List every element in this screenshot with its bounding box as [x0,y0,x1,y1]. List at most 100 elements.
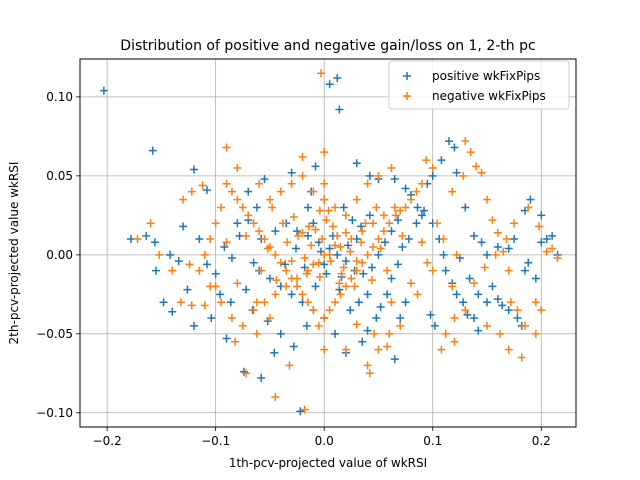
data-point [428,163,437,172]
data-point [548,244,557,253]
data-point [441,329,450,338]
data-point [357,222,366,231]
data-point [311,282,320,291]
data-point [255,227,264,236]
data-point [387,298,396,307]
series-positive [99,73,562,416]
data-point [265,314,274,323]
data-point [391,211,400,220]
data-point [328,222,337,231]
data-point [238,321,247,330]
data-point [166,250,175,259]
data-point [401,203,410,212]
data-point [320,260,329,269]
y-tick-label: 0.10 [46,90,73,104]
data-point [365,171,374,180]
data-point [383,266,392,275]
data-point [445,137,454,146]
data-point [531,298,540,307]
data-point [463,310,472,319]
data-point [155,250,164,259]
x-ticks: −0.2 −0.1 0.0 0.1 0.2 [93,427,551,448]
data-point [287,168,296,177]
data-point [374,171,383,180]
data-point [276,329,285,338]
data-point [439,235,448,244]
plot-frame [79,58,577,428]
data-point [341,282,350,291]
data-point [198,181,207,190]
data-point [270,348,279,357]
data-point [347,274,356,283]
data-point [331,203,340,212]
data-point [298,171,307,180]
data-point [542,235,551,244]
data-point [407,195,416,204]
data-point [282,282,291,291]
data-point [326,257,335,266]
data-point [383,290,392,299]
data-point [287,257,296,266]
data-point [517,353,526,362]
data-point [318,235,327,244]
data-point [325,80,334,89]
data-point [488,282,497,291]
x-tick-label: 0.0 [315,434,334,448]
data-point [206,235,215,244]
data-point [298,152,307,161]
data-point [488,216,497,225]
data-point [282,266,291,275]
data-point [217,298,226,307]
data-point [387,227,396,236]
data-point [216,290,225,299]
data-point [520,321,529,330]
data-point [491,250,500,259]
data-point [502,235,511,244]
data-point [396,206,405,215]
data-point [365,369,374,378]
data-point [428,171,437,180]
data-point [303,203,312,212]
data-point [459,298,468,307]
data-point [242,231,251,240]
data-point [238,203,247,212]
data-point [390,355,399,364]
data-point [179,222,188,231]
data-point [376,244,385,253]
data-point [548,231,557,240]
data-point [271,290,280,299]
data-point [339,203,348,212]
data-point [309,219,318,228]
data-point [303,231,312,240]
data-point [249,219,258,228]
y-tick-label: −0.05 [36,327,73,341]
data-point [346,306,355,315]
data-point [148,146,157,155]
data-point [314,321,323,330]
data-point [231,337,240,346]
y-tick-label: −0.10 [36,406,73,420]
legend-label: negative wkFixPips [432,89,546,103]
data-point [296,407,305,416]
data-point [466,148,475,157]
x-tick-label: 0.1 [423,434,442,448]
data-point [222,143,231,152]
y-tick-label: 0.00 [46,248,73,262]
data-point [195,235,204,244]
data-point [309,260,318,269]
data-point [412,187,421,196]
data-point [311,225,320,234]
data-point [493,295,502,304]
data-point [315,206,324,215]
data-point [142,231,151,240]
data-point [363,179,372,188]
data-point [174,257,183,266]
data-point [452,168,461,177]
data-point [331,241,340,250]
data-point [363,290,372,299]
data-point [249,258,258,267]
data-point [396,314,405,323]
data-point [339,263,348,272]
data-point [387,274,396,283]
data-point [352,195,361,204]
